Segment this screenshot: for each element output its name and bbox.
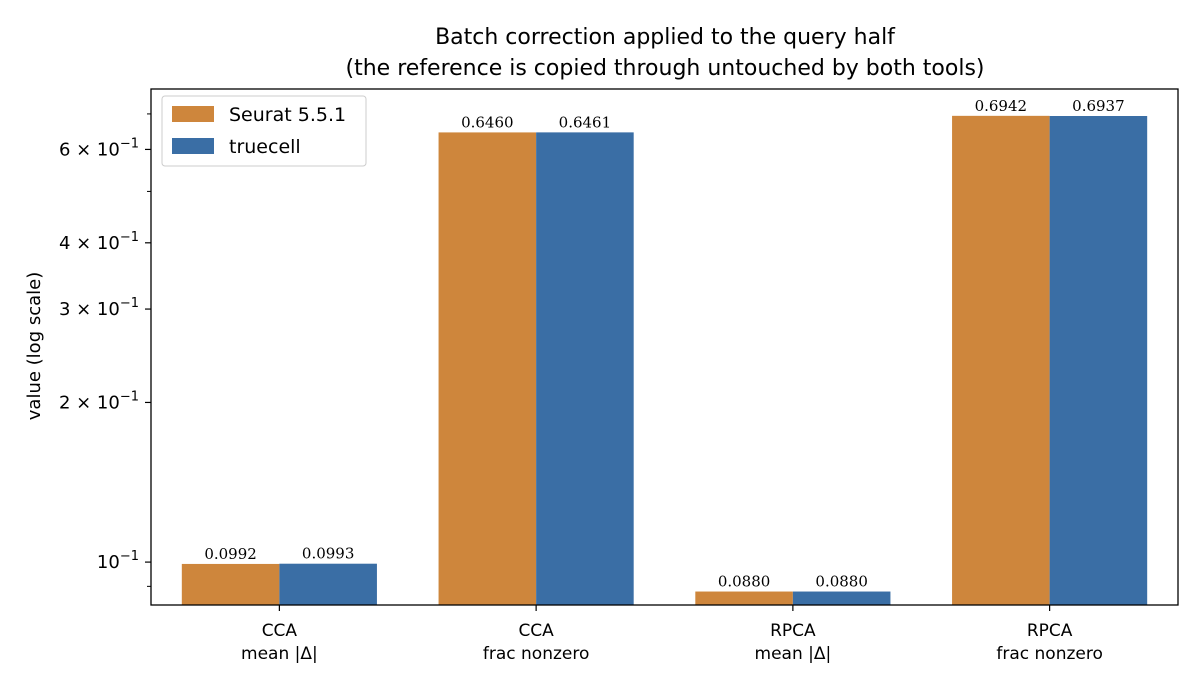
x-tick-label-line2: mean |Δ| — [241, 644, 318, 664]
x-tick-label-line2: frac nonzero — [996, 644, 1103, 664]
bar-truecell-3 — [1049, 116, 1148, 605]
bar-truecell-1 — [536, 132, 634, 606]
y-tick-label: 6 × 10−1 — [59, 136, 139, 160]
y-axis-label: value (log scale) — [24, 272, 45, 420]
x-tick-label-line2: frac nonzero — [483, 644, 590, 664]
bar-truecell-2 — [792, 591, 891, 605]
bar-value-label: 0.0992 — [204, 545, 257, 563]
y-tick-label: 2 × 10−1 — [59, 389, 139, 413]
bars-layer — [181, 115, 1148, 606]
bar-seurat-2 — [695, 591, 793, 605]
chart-title: Batch correction applied to the query ha… — [435, 25, 896, 50]
x-tick-label-line1: RPCA — [1027, 621, 1073, 641]
y-axis-ticks: 10−1 2 × 10−1 3 × 10−1 4 × 10−1 6 × 10−1 — [59, 113, 151, 587]
bar-value-label: 0.0880 — [815, 573, 868, 591]
bar-value-label: 0.6461 — [559, 113, 612, 131]
y-tick-label: 4 × 10−1 — [59, 230, 139, 254]
bar-value-label: 0.6937 — [1072, 97, 1125, 115]
value-labels-layer: 0.0992 0.0993 0.6460 0.6461 0.0880 0.0880 0.69… — [204, 97, 1124, 591]
legend-label: truecell — [229, 136, 301, 158]
bar-value-label: 0.0993 — [302, 545, 355, 563]
bar-seurat-0 — [181, 563, 280, 605]
x-tick-label-line1: RPCA — [770, 621, 816, 641]
legend: Seurat 5.5.1 truecell — [161, 95, 367, 167]
x-axis-ticks: CCA mean |Δ| CCA frac nonzero RPCA mean |Δ| RP… — [241, 605, 1103, 664]
legend-swatch — [172, 138, 214, 154]
y-tick-label: 10−1 — [97, 549, 139, 573]
x-tick-label-line1: CCA — [518, 621, 554, 641]
y-tick-label: 3 × 10−1 — [59, 296, 139, 320]
chart-subtitle: (the reference is copied through untouch… — [346, 56, 985, 81]
x-tick-label-line1: CCA — [262, 621, 298, 641]
bar-seurat-3 — [952, 115, 1050, 606]
plot-frame — [150, 88, 1179, 606]
bar-value-label: 0.6942 — [975, 97, 1028, 115]
x-tick-label-line2: mean |Δ| — [755, 644, 832, 664]
bar-value-label: 0.0880 — [718, 573, 771, 591]
bar-truecell-0 — [279, 563, 377, 605]
legend-swatch — [172, 106, 214, 122]
bar-seurat-1 — [438, 132, 537, 606]
bar-value-label: 0.6460 — [461, 113, 514, 131]
legend-label: Seurat 5.5.1 — [229, 104, 346, 126]
